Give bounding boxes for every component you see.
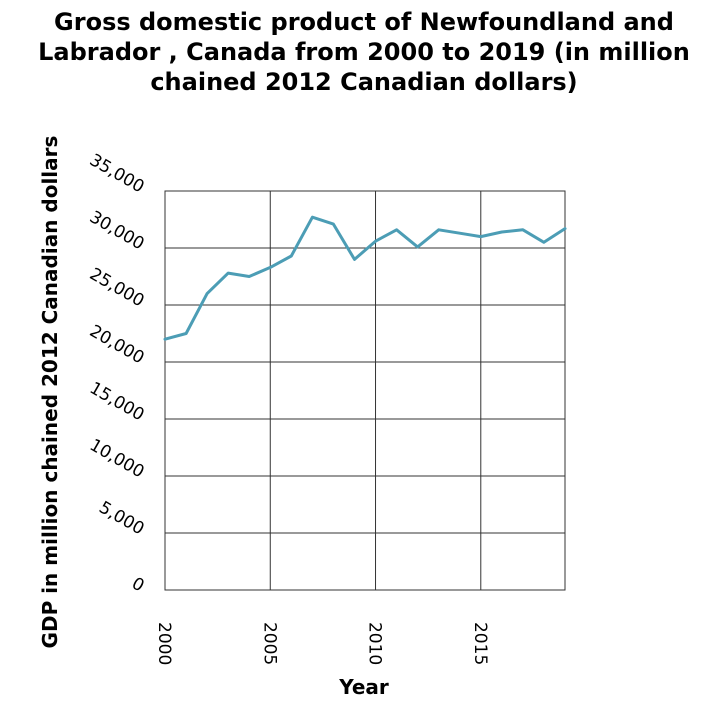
y-tick-label: 30,000: [86, 207, 148, 254]
y-axis-title: GDP in million chained 2012 Canadian dol…: [38, 136, 62, 649]
y-tick-label: 10,000: [86, 435, 148, 482]
y-tick-label: 25,000: [86, 264, 148, 311]
x-tick-label: 2005: [259, 622, 279, 665]
chart-title-line-2: Labrador , Canada from 2000 to 2019 (in …: [38, 38, 690, 66]
plot-frame: [164, 190, 566, 591]
series-line: [163, 215, 567, 341]
y-tick-label: 15,000: [86, 378, 148, 425]
chart-title-line-1: Gross domestic product of Newfoundland a…: [54, 8, 674, 36]
y-tick-label: 35,000: [86, 150, 148, 197]
x-axis-title: Year: [338, 675, 389, 699]
x-tick-label: 2015: [470, 622, 490, 665]
x-axis-ticks: 2000 2005 2010 2015: [154, 622, 490, 665]
y-axis-ticks: 0 5,000 10,000 15,000 20,000 25,000 30,000 35,0…: [86, 150, 148, 596]
y-tick-label: 0: [128, 574, 147, 597]
y-tick-label: 5,000: [95, 498, 147, 540]
y-tick-label: 20,000: [86, 321, 148, 368]
chart-title: Gross domestic product of Newfoundland a…: [38, 8, 690, 96]
chart-title-line-3: chained 2012 Canadian dollars): [150, 68, 577, 96]
series: [163, 215, 567, 341]
x-tick-label: 2000: [154, 622, 174, 665]
x-tick-label: 2010: [365, 622, 385, 665]
